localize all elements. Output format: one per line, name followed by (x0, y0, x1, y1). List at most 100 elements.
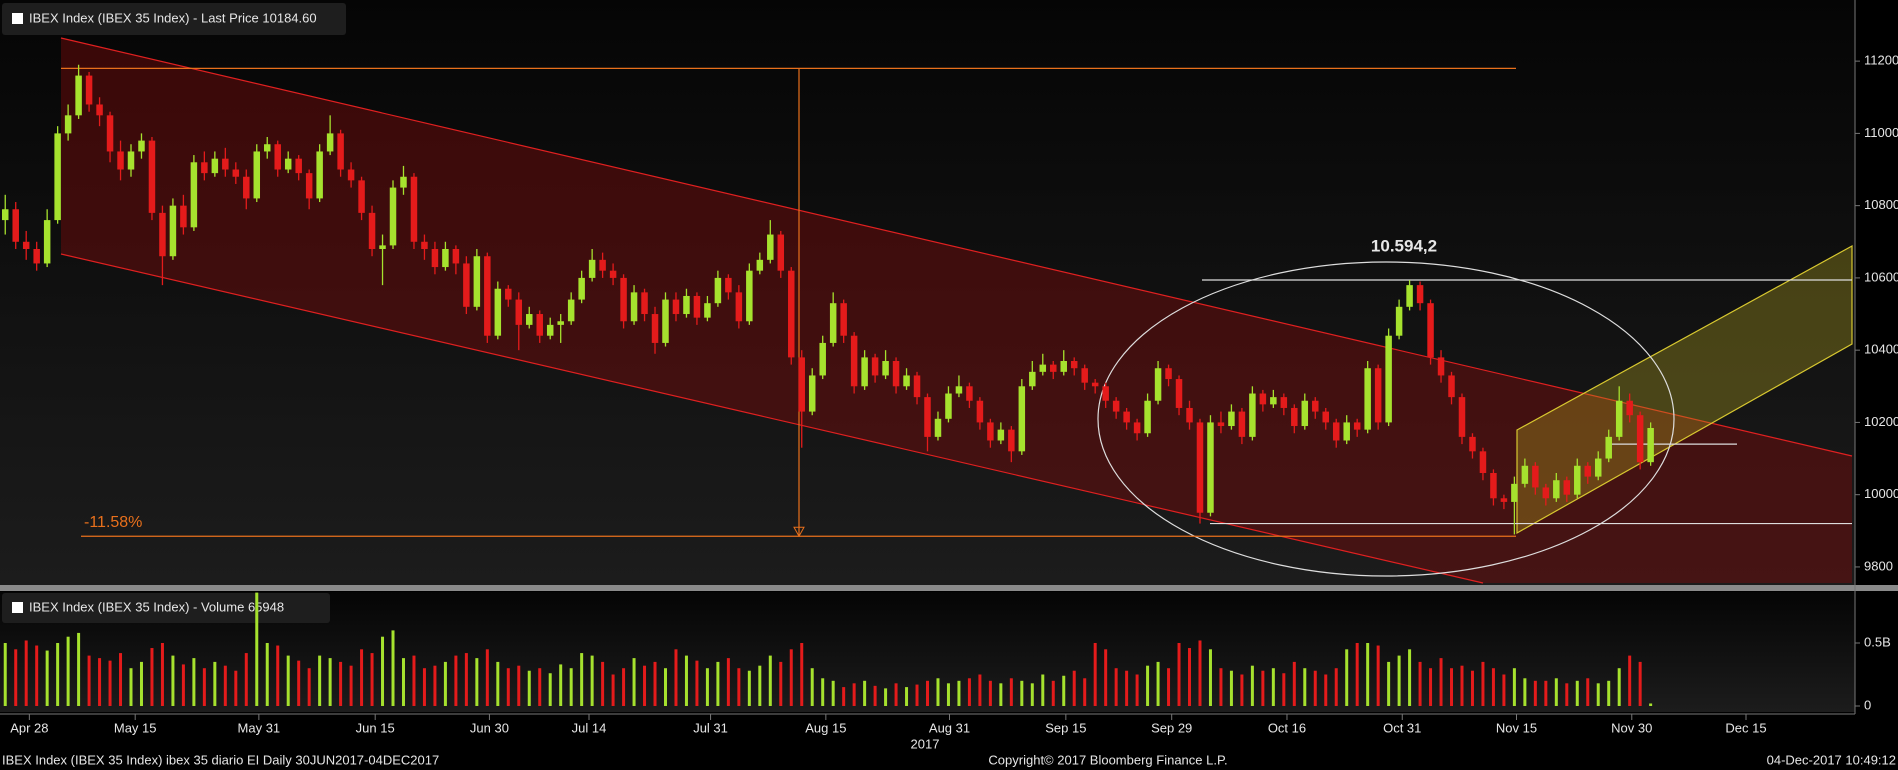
candle-body (557, 321, 564, 325)
candle-body (347, 169, 355, 181)
candle-body (924, 397, 931, 437)
volume-bar (381, 636, 385, 706)
candle-body (138, 140, 145, 152)
candle-body (578, 277, 585, 300)
candle-body (829, 303, 837, 343)
volume-bar (1565, 683, 1569, 706)
candle-body (997, 429, 1005, 441)
candle-body (75, 75, 82, 116)
volume-bar (1009, 678, 1013, 706)
volume-bar (926, 680, 929, 706)
candle-body (672, 299, 680, 315)
candle-body (756, 259, 764, 271)
volume-bar (1617, 668, 1621, 706)
volume-bar (1041, 674, 1045, 706)
candle-body (641, 292, 648, 315)
candle-body (1563, 480, 1571, 495)
candle-body (1165, 368, 1172, 380)
candle-body (599, 259, 606, 271)
candle-body (106, 115, 114, 152)
volume-bar (684, 655, 688, 706)
volume-bar (1093, 643, 1097, 706)
volume-bar (559, 664, 563, 706)
candle-body (1259, 393, 1267, 405)
volume-bar (1104, 649, 1108, 706)
candle-body (850, 335, 858, 387)
volume-bar (1146, 665, 1150, 706)
candle-body (1647, 427, 1654, 463)
volume-bar (1208, 649, 1212, 706)
candle-body (85, 75, 93, 105)
channel-upper (60, 37, 1853, 457)
volume-bar (234, 670, 238, 706)
candle-body (1249, 393, 1256, 437)
candle-body (588, 259, 596, 278)
candle-body (211, 158, 219, 174)
candle-body (1416, 285, 1424, 304)
volume-bar (496, 661, 500, 706)
candle-body (190, 162, 198, 228)
volume-bar (1062, 675, 1066, 706)
volume-bar (506, 668, 510, 706)
y-tick-label: 9800 (1864, 558, 1893, 573)
volume-bar (1408, 649, 1412, 706)
candle-body (452, 249, 460, 264)
volume-bar (349, 665, 353, 706)
volume-bar (1575, 680, 1579, 706)
candle-body (955, 386, 963, 394)
candle-body (651, 314, 659, 343)
volume-bar (401, 658, 405, 706)
volume-bar (1303, 668, 1307, 706)
y-tick-label: 11000 (1864, 125, 1898, 140)
candle-body (64, 115, 72, 134)
volume-bar (1554, 678, 1558, 706)
candle-body (662, 299, 669, 343)
candle-body (159, 212, 166, 257)
candle-body (840, 303, 847, 336)
candle-body (1133, 422, 1141, 434)
candle-body (683, 295, 690, 315)
volume-bar (1125, 670, 1129, 706)
volume-bar (454, 655, 458, 706)
volume-bar (1292, 661, 1296, 706)
volume-bar (758, 665, 762, 706)
volume-bar (905, 687, 909, 706)
volume-bar (223, 665, 227, 706)
candle-body (1070, 361, 1078, 369)
volume-bar (842, 687, 846, 706)
candle-body (1521, 465, 1529, 484)
x-tick-label: Dec 15 (1725, 720, 1766, 735)
volume-bar (1020, 680, 1024, 706)
candle-body (358, 180, 365, 213)
volume-bar (160, 643, 164, 706)
candle-body (1123, 411, 1130, 423)
candle-body (987, 422, 994, 441)
volume-bar (1544, 680, 1548, 706)
candle-body (536, 314, 543, 336)
candle-body (1353, 422, 1361, 430)
volume-bar (1418, 661, 1422, 706)
candle-body (735, 292, 743, 322)
volume-bar (569, 668, 573, 706)
candle-body (505, 288, 512, 300)
volume-bar (192, 658, 196, 706)
volume-bar (517, 665, 521, 706)
candle-body (1186, 407, 1193, 423)
volume-bar (45, 650, 49, 706)
volume-bar (1586, 678, 1590, 706)
candle-body (410, 176, 418, 242)
volume-bar (1114, 668, 1118, 706)
volume-bar (653, 661, 657, 706)
candle-body (1175, 379, 1183, 408)
candle-body (1490, 473, 1497, 499)
candle-body (1458, 397, 1466, 437)
candle-body (1207, 422, 1214, 513)
volume-bar (328, 658, 332, 706)
x-tick-label: Oct 16 (1268, 720, 1306, 735)
volume-bar (129, 668, 133, 706)
x-tick-label: Jul 14 (572, 720, 607, 735)
volume-bar (464, 653, 468, 706)
down-channel (61, 38, 1852, 583)
candle-body (1102, 386, 1109, 401)
candle-body (379, 245, 386, 249)
